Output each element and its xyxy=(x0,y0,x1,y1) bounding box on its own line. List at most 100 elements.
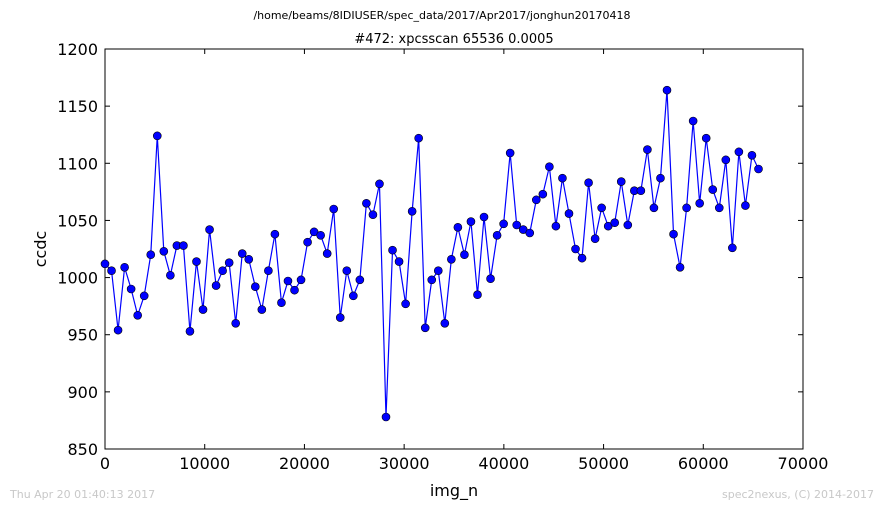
data-point xyxy=(303,237,312,247)
data-point xyxy=(427,275,437,285)
data-point xyxy=(342,266,352,276)
y-tick-label: 850 xyxy=(67,440,98,459)
data-point xyxy=(322,249,332,258)
data-point xyxy=(695,198,704,208)
x-tick-label: 70000 xyxy=(778,454,829,473)
data-point xyxy=(636,186,646,196)
data-point xyxy=(139,291,149,301)
data-point xyxy=(224,258,234,268)
data-point xyxy=(237,249,247,258)
y-tick-label: 1200 xyxy=(57,40,98,59)
data-point xyxy=(571,244,580,254)
data-point xyxy=(257,305,267,314)
series-line-0 xyxy=(104,90,760,418)
data-point xyxy=(453,222,463,232)
data-point xyxy=(126,284,136,294)
data-point xyxy=(682,203,691,213)
data-point xyxy=(551,221,561,231)
data-point xyxy=(479,212,489,222)
data-point xyxy=(499,219,508,229)
y-tick-label: 1100 xyxy=(57,154,98,173)
x-tick-label: 20000 xyxy=(279,454,330,473)
data-point xyxy=(656,173,665,183)
data-point xyxy=(643,145,652,154)
data-point xyxy=(329,204,339,214)
data-point xyxy=(316,230,325,240)
data-point xyxy=(538,189,548,199)
data-points xyxy=(100,85,763,422)
data-point xyxy=(473,290,482,300)
data-point xyxy=(577,253,587,263)
data-point xyxy=(381,412,391,422)
data-point xyxy=(721,155,731,165)
x-tick-label: 60000 xyxy=(678,454,729,473)
data-point xyxy=(492,230,502,240)
chart-title: #472: xpcsscan 65536 0.0005 xyxy=(354,32,553,47)
data-point xyxy=(747,150,757,160)
x-tick-label: 10000 xyxy=(179,454,230,473)
data-point xyxy=(669,229,678,239)
data-point xyxy=(754,164,763,174)
data-point xyxy=(675,262,685,272)
data-point xyxy=(532,195,541,205)
data-point xyxy=(335,313,345,322)
data-point xyxy=(270,229,280,239)
x-tick-label: 50000 xyxy=(578,454,629,473)
data-point xyxy=(100,259,110,269)
x-axis-label: img_n xyxy=(430,481,478,501)
y-axis-label: ccdc xyxy=(31,231,50,268)
data-point xyxy=(244,254,254,264)
data-point xyxy=(414,133,423,143)
data-point xyxy=(558,173,567,183)
data-point xyxy=(714,203,724,213)
data-point xyxy=(447,254,456,264)
data-point xyxy=(152,131,162,141)
data-point xyxy=(290,285,299,295)
data-point xyxy=(211,281,221,290)
data-point xyxy=(407,206,417,216)
data-point xyxy=(113,325,123,335)
data-point xyxy=(616,177,626,186)
x-tick-label: 40000 xyxy=(478,454,529,473)
data-point xyxy=(433,266,443,276)
y-axis-ticks: 850 900 950 1000 1050 1100 1150 1200 xyxy=(57,40,803,459)
data-point xyxy=(440,318,450,328)
data-point xyxy=(728,243,737,253)
data-point xyxy=(166,270,175,280)
data-point xyxy=(394,257,404,266)
data-point xyxy=(133,310,142,320)
footer-credit: spec2nexus, (C) 2014-2017 xyxy=(722,488,874,501)
data-point xyxy=(368,210,378,220)
data-point xyxy=(264,266,273,276)
data-point xyxy=(296,275,306,285)
data-point xyxy=(597,203,606,213)
data-point xyxy=(179,241,188,250)
data-point xyxy=(486,274,495,284)
y-tick-label: 900 xyxy=(67,383,98,402)
data-point xyxy=(277,298,286,308)
x-axis-ticks: 0 10000 20000 30000 40000 50000 60000 70000 xyxy=(100,49,829,473)
data-point xyxy=(584,178,593,188)
data-point xyxy=(401,299,410,309)
data-point xyxy=(708,185,718,194)
y-tick-label: 950 xyxy=(67,326,98,345)
data-point xyxy=(512,220,522,230)
data-point xyxy=(375,179,384,189)
plot-area xyxy=(104,48,804,450)
y-tick-label: 1050 xyxy=(57,211,98,230)
data-point xyxy=(120,262,129,272)
data-point xyxy=(192,257,201,266)
data-point xyxy=(610,218,620,228)
data-point xyxy=(649,203,659,213)
data-point xyxy=(250,282,260,292)
y-tick-label: 1150 xyxy=(57,97,98,116)
data-point xyxy=(283,276,293,286)
data-point xyxy=(159,246,169,256)
data-point xyxy=(146,250,156,260)
x-tick-label: 0 xyxy=(100,454,110,473)
x-tick-label: 30000 xyxy=(379,454,430,473)
data-point xyxy=(525,228,535,238)
data-point xyxy=(545,162,554,172)
data-point xyxy=(420,323,430,333)
